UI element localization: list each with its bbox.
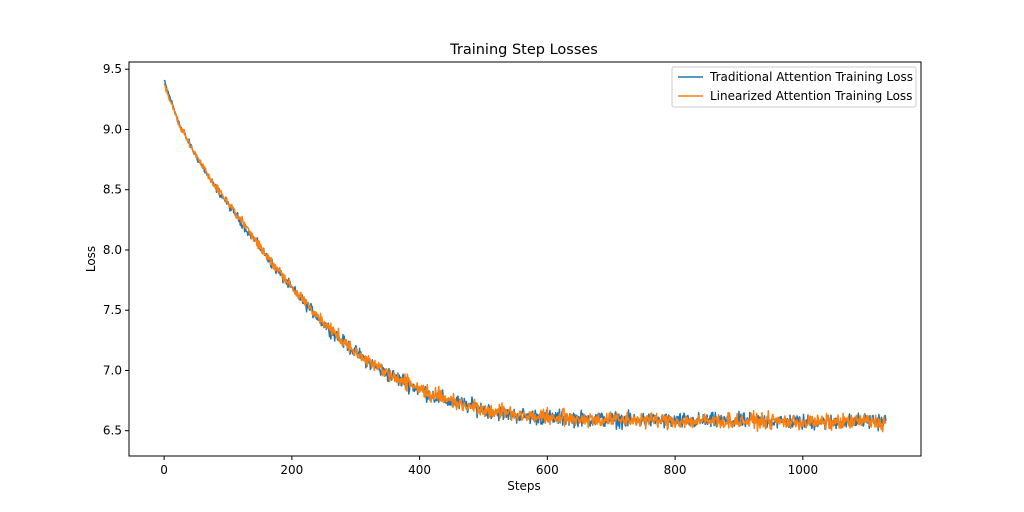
y-tick-label: 7.0: [103, 363, 122, 377]
legend-label-traditional: Traditional Attention Training Loss: [709, 70, 913, 84]
y-tick-label: 9.5: [103, 62, 122, 76]
plot-frame: [128, 61, 922, 457]
x-tick-label: 800: [664, 463, 687, 477]
y-tick-label: 7.5: [103, 303, 122, 317]
series-layer: [163, 79, 887, 433]
series-line-linearized: [163, 83, 887, 433]
x-tick-label: 400: [408, 463, 431, 477]
x-axis: 0 200 400 600 800 1000: [160, 456, 818, 477]
plot-area: [129, 62, 921, 456]
y-tick-label: 8.5: [103, 183, 122, 197]
legend-label-linearized: Linearized Attention Training Loss: [710, 89, 912, 103]
x-tick-label: 600: [536, 463, 559, 477]
x-tick-label: 200: [280, 463, 303, 477]
y-tick-label: 8.0: [103, 243, 122, 257]
series-line-traditional: [163, 79, 887, 432]
y-tick-label: 9.0: [103, 122, 122, 136]
x-axis-title: Steps: [507, 479, 541, 493]
y-axis: 6.5 7.0 7.5 8.0 8.5 9.0 9.5: [103, 62, 129, 438]
x-tick-label: 1000: [788, 463, 819, 477]
y-tick-label: 6.5: [103, 424, 122, 438]
y-axis-title: Loss: [84, 246, 98, 272]
x-tick-label: 0: [160, 463, 168, 477]
legend-box: [671, 66, 917, 108]
legend: Traditional Attention Training Loss Line…: [671, 66, 917, 108]
chart-title: Training Step Losses: [449, 42, 598, 58]
